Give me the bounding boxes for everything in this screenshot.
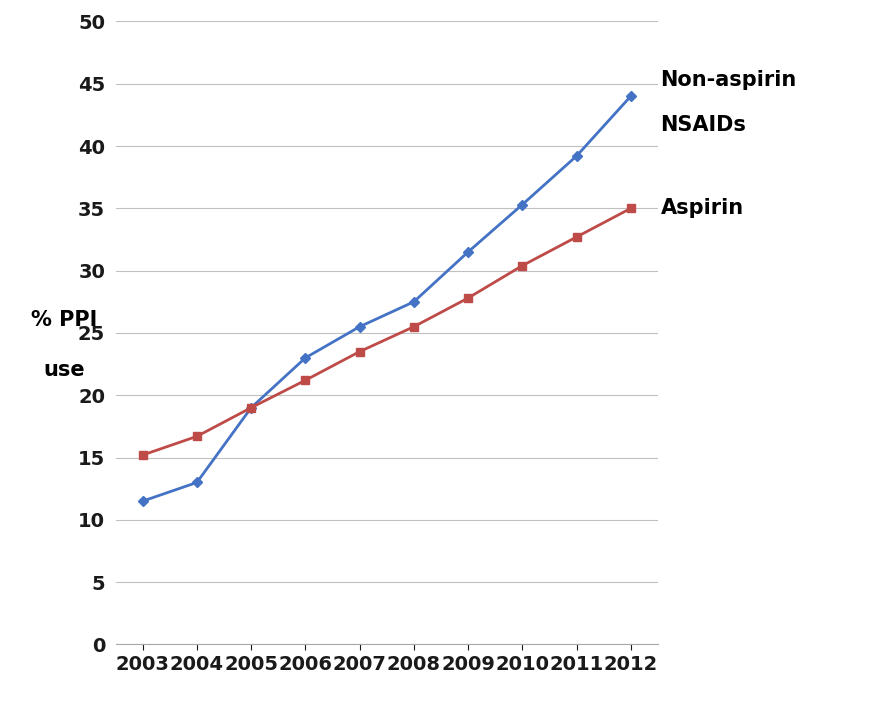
Text: % PPI: % PPI xyxy=(31,311,97,331)
Text: NSAIDs: NSAIDs xyxy=(661,115,747,135)
Text: Non-aspirin: Non-aspirin xyxy=(661,70,797,90)
Text: Aspirin: Aspirin xyxy=(661,198,744,218)
Text: use: use xyxy=(44,360,84,380)
